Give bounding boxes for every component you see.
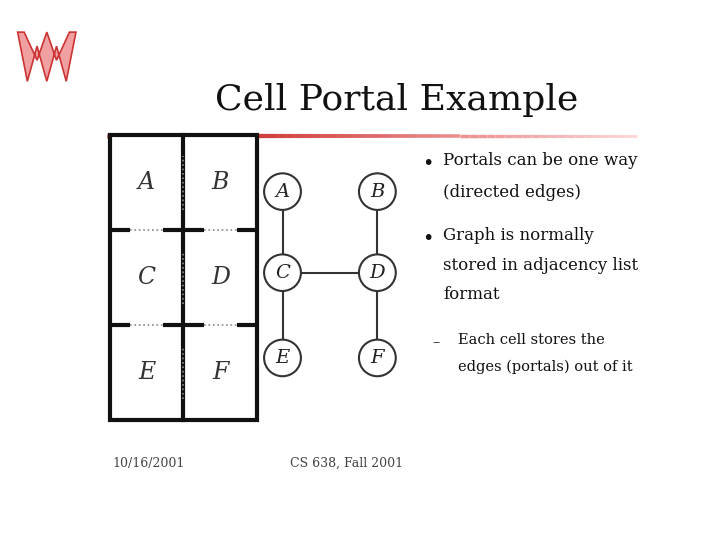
Ellipse shape <box>359 173 396 210</box>
Text: Each cell stores the: Each cell stores the <box>458 333 605 347</box>
Text: D: D <box>369 264 385 282</box>
Text: •: • <box>422 154 433 173</box>
Ellipse shape <box>264 173 301 210</box>
Ellipse shape <box>264 340 301 376</box>
Text: •: • <box>422 229 433 248</box>
Text: A: A <box>276 183 289 201</box>
Text: Portals can be one way: Portals can be one way <box>444 152 638 169</box>
Text: –: – <box>432 335 439 349</box>
Ellipse shape <box>264 254 301 291</box>
Text: D: D <box>211 266 230 289</box>
Text: E: E <box>275 349 289 367</box>
Text: C: C <box>138 266 156 289</box>
Ellipse shape <box>359 254 396 291</box>
Text: C: C <box>275 264 290 282</box>
Text: edges (portals) out of it: edges (portals) out of it <box>458 360 633 374</box>
Text: F: F <box>371 349 384 367</box>
Text: CS 638, Fall 2001: CS 638, Fall 2001 <box>290 457 403 470</box>
Text: B: B <box>370 183 384 201</box>
Text: E: E <box>138 361 155 384</box>
Text: B: B <box>212 172 229 194</box>
Text: stored in adjacency list: stored in adjacency list <box>444 258 639 274</box>
Text: Cell Portal Example: Cell Portal Example <box>215 83 579 117</box>
Ellipse shape <box>359 340 396 376</box>
Text: Graph is normally: Graph is normally <box>444 227 594 244</box>
Polygon shape <box>17 32 76 82</box>
Text: 10/16/2001: 10/16/2001 <box>112 457 185 470</box>
Text: format: format <box>444 286 500 302</box>
Text: (directed edges): (directed edges) <box>444 184 581 201</box>
Text: A: A <box>138 172 155 194</box>
Bar <box>109 136 258 420</box>
Text: F: F <box>212 361 229 384</box>
